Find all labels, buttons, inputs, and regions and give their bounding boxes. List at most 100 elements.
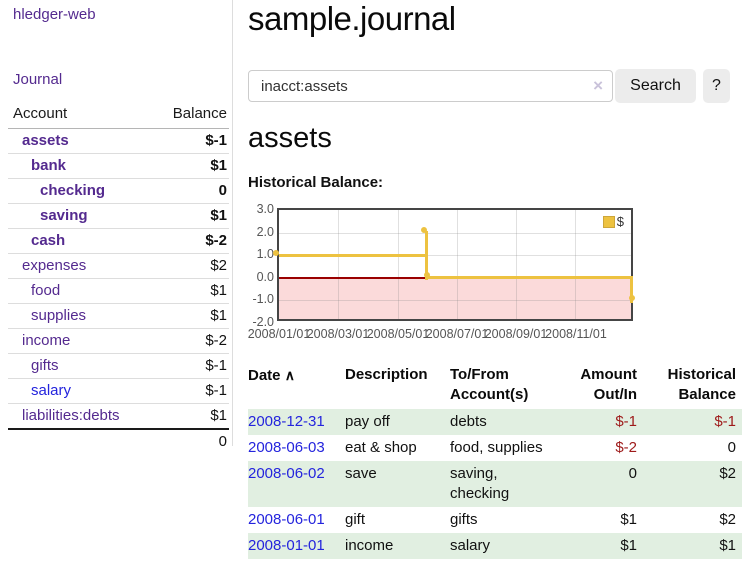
register-col-description: Description [345,366,428,383]
table-row: checking 0 [8,178,229,204]
account-link[interactable]: bank [31,157,67,174]
transaction-accounts: saving, checking [450,465,510,502]
transaction-date-link[interactable]: 2008-06-02 [248,465,325,482]
accounts-total-row: 0 [8,428,229,454]
y-tick: 3.0 [256,202,274,216]
account-balance: $-1 [205,132,227,149]
y-tick: 2.0 [256,224,274,239]
gridline [398,210,399,319]
table-row: gifts $-1 [8,353,229,379]
series-line-segment [424,231,428,280]
data-point-marker[interactable] [629,294,635,301]
account-balance: $2 [150,253,229,279]
x-tick: 2008/09/01 [484,327,548,341]
account-balance: 0 [150,178,229,204]
gridline [338,210,339,319]
sidebar: hledger-web Journal Account Balance asse… [0,0,233,454]
page-title: sample.journal [248,0,456,37]
transaction-description: pay off [345,413,390,430]
clear-search-icon[interactable]: × [593,76,603,95]
account-balance: $1 [150,153,229,179]
register-col-date[interactable]: Date ∧ [248,363,345,409]
accounts-total-value: 0 [150,428,229,454]
table-row: saving $1 [8,203,229,229]
y-tick: -2.0 [252,315,274,329]
search-input[interactable] [259,73,579,99]
register-table: Date ∧ Description To/From Account(s) Am… [248,363,742,559]
transaction-amount: $-2 [615,439,637,456]
gridline [279,255,631,257]
gridline [457,210,458,319]
account-link[interactable]: cash [31,232,66,249]
transaction-date-link[interactable]: 2008-06-01 [248,511,325,528]
table-row: 2008-06-01 gift gifts $1 $2 [248,507,742,533]
table-row: food $1 [8,278,229,304]
account-balance: $1 [150,303,229,329]
account-balance: $-2 [150,328,229,354]
table-row: expenses $2 [8,253,229,279]
register-col-balance: Historical Balance [667,366,736,403]
transaction-description: eat & shop [345,439,417,456]
y-tick: 0.0 [256,269,274,284]
account-link[interactable]: expenses [22,257,87,274]
legend-swatch-icon [602,215,615,228]
x-tick: 2008/05/01 [366,327,430,341]
transaction-accounts: food, supplies [450,439,543,456]
transaction-amount: $-1 [615,413,637,430]
transaction-amount: $1 [620,537,637,554]
account-link[interactable]: saving [40,207,88,224]
y-tick: -1.0 [252,292,274,307]
sidebar-item-journal[interactable]: Journal [13,71,63,88]
accounts-header-row: Account Balance [8,102,229,129]
transaction-accounts: salary [450,537,491,554]
gridline [575,210,576,319]
table-row: 2008-12-31 pay off debts $-1 $-1 [248,409,742,435]
transaction-amount: 0 [628,465,637,482]
account-link[interactable]: checking [40,182,106,199]
account-link[interactable]: salary [31,382,72,399]
accounts-col-balance: Balance [150,102,229,129]
x-tick: 2008/03/01 [306,327,370,341]
account-link[interactable]: income [22,332,71,349]
transaction-date-link[interactable]: 2008-12-31 [248,413,325,430]
transaction-date-link[interactable]: 2008-06-03 [248,439,325,456]
table-row: assets $-1 [8,129,229,154]
search-box: × [248,70,613,102]
search-button[interactable]: Search [615,69,696,103]
account-link[interactable]: supplies [31,307,87,324]
register-col-date-label: Date [248,367,281,384]
register-col-accounts: To/From Account(s) [450,366,529,403]
account-link[interactable]: assets [22,132,69,149]
register-col-amount: Amount Out/In [580,366,637,403]
transaction-balance: $1 [719,537,736,554]
data-point-marker[interactable] [424,272,430,278]
accounts-table: Account Balance assets $-1 bank $1 checkin… [8,102,229,454]
table-row: cash $-2 [8,228,229,254]
app-brand-link[interactable]: hledger-web [13,6,96,23]
legend-label: $ [616,214,624,229]
transaction-description: save [345,465,377,482]
historical-balance-chart: 3.0 2.0 1.0 0.0 -1.0 -2.0 [248,200,742,346]
transaction-description: income [345,537,394,554]
account-link[interactable]: gifts [31,357,59,374]
transaction-accounts: gifts [450,511,478,528]
account-balance: $1 [150,403,229,429]
chart-plot-area[interactable]: $ [273,208,635,321]
account-balance: $-1 [150,378,229,404]
transaction-amount: $1 [620,511,637,528]
transaction-balance: $2 [719,465,736,482]
main-content: sample.journal × Search ? assets Histori… [248,0,742,582]
data-point-marker[interactable] [421,227,427,233]
transaction-description: gift [345,511,366,528]
transaction-balance: $-1 [714,413,736,430]
series-line-segment [279,253,427,257]
transaction-balance: 0 [727,439,736,456]
search-form: × Search ? [248,69,742,103]
sort-ascending-icon: ∧ [284,367,295,383]
negative-region [279,277,631,319]
account-link[interactable]: liabilities:debts [22,407,120,424]
data-point-marker[interactable] [273,249,279,256]
help-button[interactable]: ? [703,69,730,103]
transaction-date-link[interactable]: 2008-01-01 [248,537,325,554]
account-link[interactable]: food [31,282,61,299]
